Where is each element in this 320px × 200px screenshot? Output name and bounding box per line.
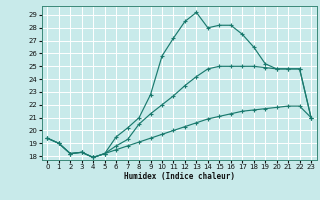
X-axis label: Humidex (Indice chaleur): Humidex (Indice chaleur): [124, 172, 235, 181]
